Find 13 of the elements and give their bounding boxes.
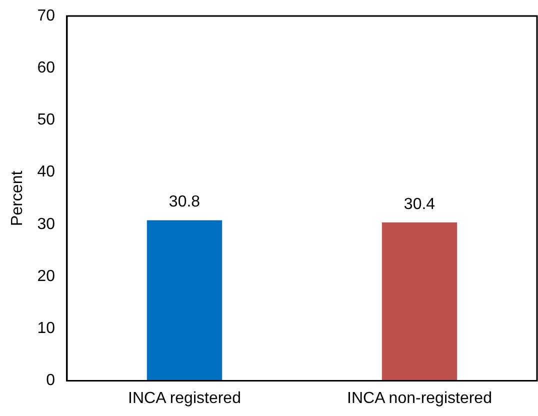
x-tick-label: INCA non-registered xyxy=(347,390,492,407)
y-tick-label: 40 xyxy=(37,164,56,181)
y-tick-label: 30 xyxy=(37,216,56,233)
y-axis-title: Percent xyxy=(9,170,26,226)
data-label: 30.4 xyxy=(404,196,436,213)
y-tick-label: 0 xyxy=(46,372,56,390)
data-label: 30.8 xyxy=(168,194,200,211)
x-tick-label: INCA registered xyxy=(128,390,241,407)
y-tick-label: 70 xyxy=(37,7,56,24)
y-tick-label: 10 xyxy=(37,320,56,338)
y-tick-label: 50 xyxy=(37,112,56,129)
y-tick-label: 20 xyxy=(37,268,56,285)
y-tick-label: 60 xyxy=(37,60,56,77)
